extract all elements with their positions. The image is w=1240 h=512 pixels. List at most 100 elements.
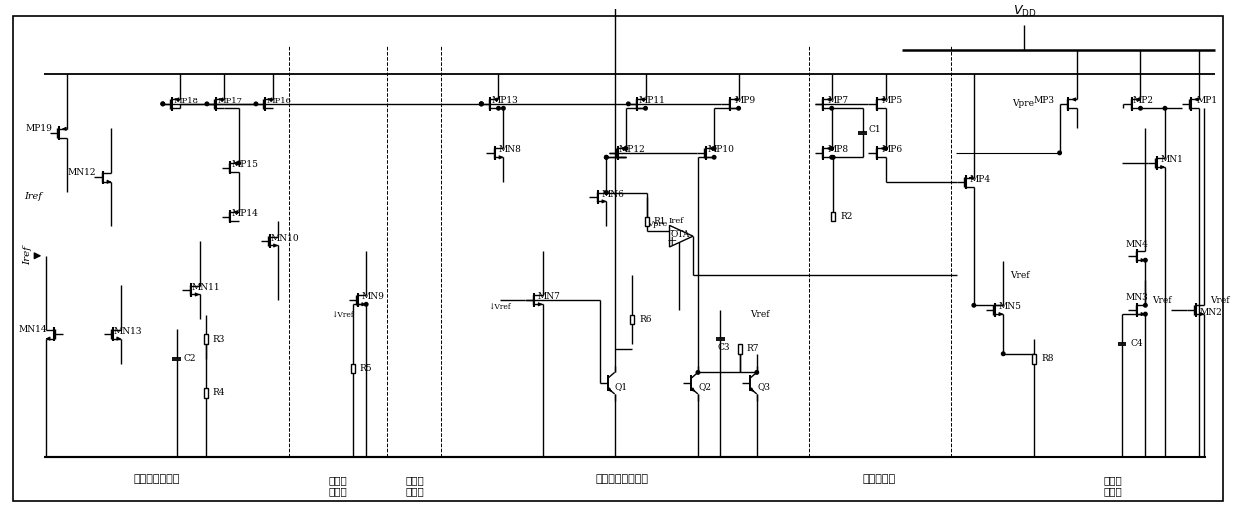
Circle shape: [480, 102, 484, 105]
Bar: [203, 388, 208, 398]
Circle shape: [626, 102, 630, 105]
Circle shape: [161, 102, 165, 105]
Circle shape: [1002, 352, 1004, 355]
Bar: [831, 211, 836, 222]
Circle shape: [1058, 151, 1061, 155]
Text: R5: R5: [360, 364, 372, 373]
Text: MN14: MN14: [19, 325, 47, 334]
Text: MP17: MP17: [218, 97, 243, 105]
Circle shape: [624, 147, 627, 150]
Circle shape: [1143, 304, 1147, 307]
Bar: [645, 217, 650, 226]
Text: OTA: OTA: [671, 230, 689, 239]
Text: Vref: Vref: [1152, 296, 1172, 305]
Text: MP4: MP4: [970, 175, 991, 184]
Text: Vpre: Vpre: [1012, 99, 1034, 109]
Text: C1: C1: [868, 125, 882, 134]
Bar: [630, 314, 635, 325]
Text: R2: R2: [839, 212, 852, 221]
Text: R1: R1: [653, 217, 666, 226]
Bar: [351, 364, 355, 373]
Text: MN11: MN11: [192, 283, 221, 292]
Text: 第三启
动电路: 第三启 动电路: [405, 476, 424, 496]
Circle shape: [830, 106, 833, 110]
Circle shape: [696, 371, 699, 374]
Text: R7: R7: [746, 345, 759, 353]
Text: MN7: MN7: [537, 292, 560, 302]
Text: 基准电流源电路: 基准电流源电路: [134, 474, 180, 484]
Text: MN1: MN1: [1161, 155, 1184, 164]
Bar: [1032, 354, 1037, 364]
Bar: [738, 344, 743, 354]
Text: MP7: MP7: [827, 96, 848, 105]
Text: Q3: Q3: [758, 381, 770, 391]
Text: MP13: MP13: [491, 96, 518, 105]
Text: MN12: MN12: [67, 168, 95, 177]
Text: MN6: MN6: [601, 189, 624, 199]
Circle shape: [830, 147, 833, 150]
Circle shape: [605, 191, 608, 195]
Text: Iref: Iref: [668, 218, 684, 225]
Circle shape: [712, 156, 715, 159]
Circle shape: [832, 156, 835, 159]
Text: MN4: MN4: [1126, 240, 1148, 248]
Text: MN2: MN2: [1199, 308, 1221, 317]
Circle shape: [502, 106, 505, 110]
Text: +: +: [667, 235, 677, 248]
Circle shape: [712, 147, 715, 150]
Text: MP12: MP12: [619, 145, 646, 155]
Circle shape: [205, 102, 208, 105]
Bar: [203, 334, 208, 344]
Text: Vpre: Vpre: [646, 220, 667, 228]
Circle shape: [237, 161, 241, 165]
Circle shape: [755, 371, 759, 374]
Text: Q2: Q2: [698, 381, 712, 391]
Text: MP8: MP8: [827, 145, 848, 155]
Text: -: -: [670, 224, 675, 237]
Text: MN9: MN9: [361, 292, 384, 302]
Text: MP16: MP16: [267, 97, 291, 105]
Text: C3: C3: [718, 344, 730, 352]
Text: C4: C4: [1130, 339, 1143, 349]
Circle shape: [644, 106, 647, 110]
Circle shape: [1138, 106, 1142, 110]
Text: Q1: Q1: [615, 381, 627, 391]
Text: MP1: MP1: [1197, 96, 1218, 105]
Text: C2: C2: [184, 354, 196, 363]
Circle shape: [605, 156, 608, 159]
Text: 带隙基准核心电路: 带隙基准核心电路: [596, 474, 649, 484]
Circle shape: [972, 304, 976, 307]
Polygon shape: [670, 225, 693, 247]
Circle shape: [254, 102, 258, 105]
Text: MP3: MP3: [1033, 96, 1054, 105]
Circle shape: [480, 102, 484, 105]
Circle shape: [884, 147, 888, 150]
Text: MN5: MN5: [998, 302, 1021, 311]
Text: MN3: MN3: [1126, 293, 1148, 303]
Text: Vref: Vref: [750, 310, 770, 319]
Text: 预稳压电路: 预稳压电路: [863, 474, 895, 484]
Text: ↓Vref: ↓Vref: [332, 311, 355, 318]
Text: Vref: Vref: [1210, 296, 1230, 305]
Circle shape: [480, 102, 484, 105]
Circle shape: [1163, 106, 1167, 110]
Text: R8: R8: [1042, 354, 1054, 363]
Text: Vref: Vref: [1009, 271, 1029, 280]
Circle shape: [605, 156, 608, 159]
Text: MP18: MP18: [174, 97, 198, 105]
Circle shape: [365, 303, 368, 306]
Circle shape: [1143, 312, 1147, 316]
Text: Iref: Iref: [25, 193, 42, 202]
Text: MP15: MP15: [232, 160, 259, 169]
Text: R3: R3: [213, 334, 226, 344]
Circle shape: [497, 106, 500, 110]
Circle shape: [161, 102, 165, 105]
Text: 第二启
动电路: 第二启 动电路: [329, 476, 347, 496]
Text: MN8: MN8: [498, 145, 521, 155]
Text: MP10: MP10: [707, 145, 734, 155]
Text: MP14: MP14: [232, 209, 259, 218]
Text: MP2: MP2: [1132, 96, 1153, 105]
Circle shape: [830, 156, 833, 159]
Text: Iref: Iref: [24, 246, 32, 265]
Text: MP11: MP11: [639, 96, 666, 105]
